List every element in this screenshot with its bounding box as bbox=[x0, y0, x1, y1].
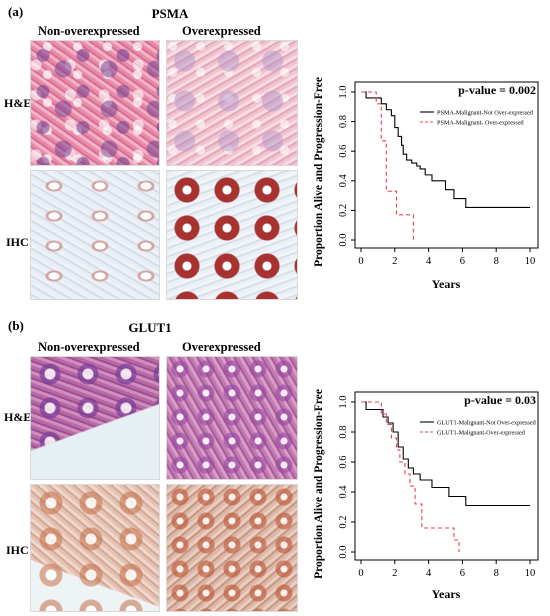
micrograph-glut1-he-nonoverexpressed bbox=[30, 356, 160, 480]
panel-b-marker-title: GLUT1 bbox=[128, 320, 172, 335]
y-tick-label: 0.2 bbox=[338, 204, 349, 217]
y-tick-label: 0.0 bbox=[338, 233, 349, 246]
x-tick-label: 6 bbox=[460, 568, 465, 579]
y-tick-label: 0.0 bbox=[338, 545, 349, 558]
plot-frame bbox=[354, 81, 539, 249]
panel-a-col-nonover: Non-overexpressed bbox=[38, 24, 140, 38]
y-tick-label: 1.0 bbox=[338, 85, 349, 98]
km-a-ylabel: Proportion Alive and Progression-Free bbox=[313, 77, 325, 267]
y-tick-label: 0.6 bbox=[338, 145, 349, 158]
legend-entry: PSMA-Malignant-Not Over-expressed bbox=[437, 110, 534, 117]
legend-entry: GLUT1-Malignant-Not Over-expressed bbox=[437, 420, 537, 427]
micrograph-glut1-he-overexpressed bbox=[166, 356, 298, 480]
x-tick-label: 0 bbox=[358, 256, 363, 267]
km-a-pvalue: p-value = 0.002 bbox=[458, 83, 536, 97]
y-tick-label: 0.4 bbox=[338, 173, 349, 187]
km-series-0 bbox=[361, 91, 530, 208]
y-tick-label: 0.4 bbox=[338, 485, 349, 499]
x-tick-label: 2 bbox=[392, 256, 397, 267]
km-chart-glut1: 0.0 0.2 0.4 0.6 0.8 1.0 0 2 4 6 8 10 GLUT1-Malignant… bbox=[313, 389, 539, 601]
panel-a-label: (a) bbox=[8, 4, 24, 19]
km-chart-psma: 0.0 0.2 0.4 0.6 0.8 1.0 0 2 4 6 8 10 PSMA-Malignant-… bbox=[313, 77, 539, 291]
x-tick-label: 6 bbox=[460, 256, 465, 267]
micrograph-psma-ihc-overexpressed bbox=[166, 170, 298, 300]
x-tick-label: 4 bbox=[426, 256, 432, 267]
km-series-0 bbox=[361, 401, 530, 507]
panel-a-col-over: Overexpressed bbox=[182, 24, 261, 38]
y-tick-label: 0.6 bbox=[338, 455, 349, 468]
micrograph-psma-he-nonoverexpressed bbox=[30, 40, 160, 166]
panel-b-col-nonover: Non-overexpressed bbox=[38, 340, 140, 354]
km-series-1 bbox=[361, 401, 460, 552]
panel-a-row-he: H&E bbox=[4, 96, 32, 110]
x-tick-label: 10 bbox=[525, 256, 536, 267]
x-tick-label: 4 bbox=[426, 568, 432, 579]
x-tick-label: 2 bbox=[392, 568, 397, 579]
x-tick-label: 10 bbox=[525, 568, 536, 579]
panel-a-marker-title: PSMA bbox=[151, 6, 189, 21]
panel-b-col-over: Overexpressed bbox=[182, 340, 261, 354]
micrograph-psma-he-overexpressed bbox=[166, 40, 298, 166]
legend-entry: PSMA-Malignant- Over-expressed bbox=[437, 120, 525, 127]
x-tick-label: 0 bbox=[358, 568, 363, 579]
micrograph-glut1-ihc-nonoverexpressed bbox=[30, 484, 160, 612]
x-tick-label: 8 bbox=[494, 568, 499, 579]
panel-b-label: (b) bbox=[8, 318, 24, 333]
y-tick-label: 0.8 bbox=[338, 425, 349, 438]
panel-b-row-he: H&E bbox=[4, 410, 32, 424]
km-a-xlabel: Years bbox=[432, 277, 461, 291]
km-b-xlabel: Years bbox=[432, 587, 461, 601]
micrograph-glut1-ihc-overexpressed bbox=[166, 484, 298, 612]
micrograph-psma-ihc-nonoverexpressed bbox=[30, 170, 160, 300]
y-tick-label: 0.2 bbox=[338, 515, 349, 528]
km-b-pvalue: p-value = 0.03 bbox=[464, 393, 536, 407]
y-tick-label: 1.0 bbox=[338, 395, 349, 408]
panel-b-row-ihc: IHC bbox=[6, 543, 29, 557]
km-series-1 bbox=[361, 91, 414, 240]
legend-entry: GLUT1-Malignant-Over-expressed bbox=[437, 430, 526, 437]
y-tick-label: 0.8 bbox=[338, 115, 349, 128]
plot-frame bbox=[354, 391, 539, 561]
panel-a-row-ihc: IHC bbox=[6, 235, 29, 249]
km-b-ylabel: Proportion Alive and Progression-Free bbox=[313, 389, 325, 579]
x-tick-label: 8 bbox=[494, 256, 499, 267]
